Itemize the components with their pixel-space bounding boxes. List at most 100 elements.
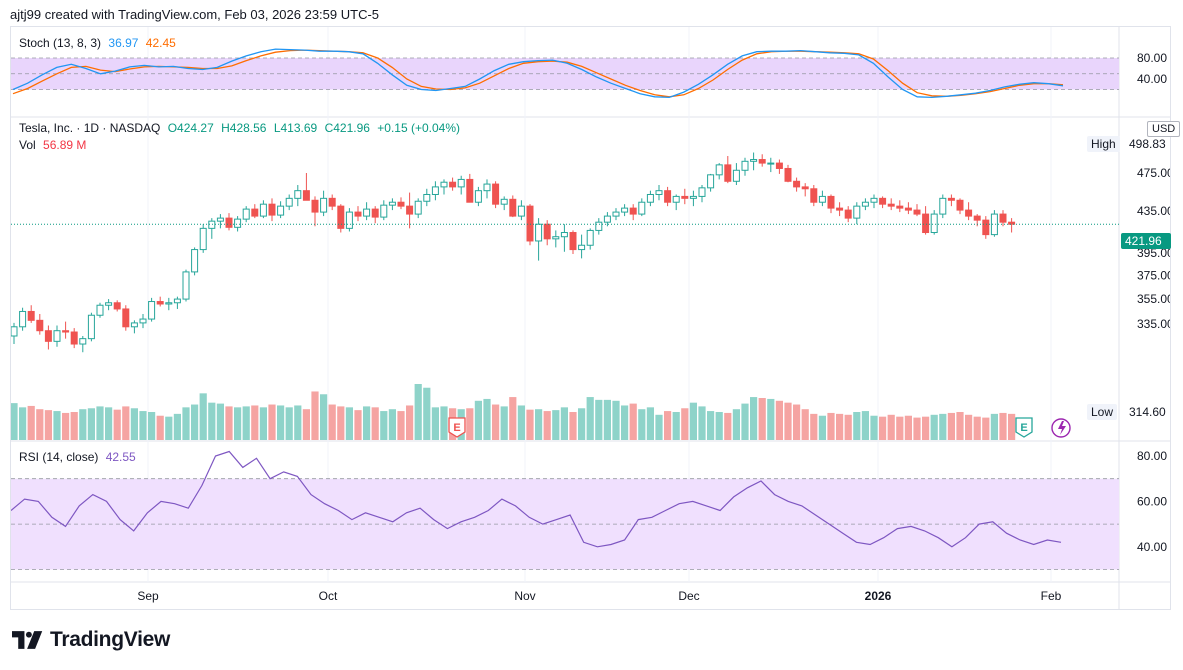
chart-canvas[interactable]: 80.00 40.00 475.00 435.00 395.00 375.00 355.00… (10, 27, 1174, 609)
candle-body (165, 302, 173, 305)
candle-body (750, 159, 758, 162)
candle-body (380, 204, 388, 218)
volume-bar (810, 413, 818, 440)
volume-bar (130, 408, 138, 440)
rsi-legend[interactable]: RSI (14, close) 42.55 (19, 450, 140, 464)
candle-body (251, 208, 259, 217)
candle-body (259, 203, 267, 217)
volume-bar (251, 405, 259, 440)
volume-bar (397, 411, 405, 440)
candle-body (225, 217, 233, 228)
candle-body (53, 330, 61, 342)
candle-body (904, 207, 912, 211)
candle-body (208, 220, 216, 229)
volume-bar (431, 407, 439, 440)
candle-body (775, 162, 783, 169)
volume-bar (750, 397, 758, 440)
earnings-marker-q4-letter: E (1020, 422, 1027, 434)
candle-body (526, 205, 534, 242)
rsi-value: 42.55 (105, 450, 136, 464)
price-axis-tick: 395.00 (1137, 246, 1170, 260)
author-line: ajtj99 created with TradingView.com, Feb… (10, 7, 380, 22)
volume-bar (853, 412, 861, 440)
candle-body (509, 198, 517, 217)
candle-body (698, 187, 706, 197)
volume-bar (595, 399, 603, 440)
candle-body (182, 271, 190, 300)
candle-body (285, 197, 293, 207)
stoch-axis-tick: 40.00 (1137, 72, 1167, 86)
candle-body (646, 193, 654, 203)
volume-bar (879, 416, 887, 440)
volume-bar (216, 403, 224, 440)
candle-body (105, 302, 113, 306)
volume-bar (956, 412, 964, 440)
volume-bar (818, 415, 826, 440)
volume-bar (302, 409, 310, 440)
volume-bar (234, 407, 242, 440)
volume-bar (535, 409, 543, 440)
price-axis-tick: 375.00 (1137, 268, 1170, 282)
rsi-label: RSI (14, close) (19, 450, 99, 464)
price-axis[interactable]: 80.00 40.00 475.00 435.00 395.00 375.00 355.00… (1137, 51, 1174, 554)
candle-body (896, 205, 904, 209)
rsi-pane[interactable] (10, 450, 1119, 570)
currency-button[interactable]: USD (1147, 121, 1181, 137)
price-candles[interactable] (10, 152, 1119, 353)
volume-bar (896, 416, 904, 440)
volume-bar (483, 398, 491, 440)
stoch-k-value: 36.97 (108, 36, 139, 50)
volume-bar (638, 409, 646, 440)
stoch-pane[interactable] (11, 48, 1119, 99)
volume-bar (784, 402, 792, 440)
volume-bar (474, 400, 482, 440)
earnings-marker-q3: E (448, 417, 466, 438)
candle-body (603, 215, 611, 223)
candle-body (122, 308, 130, 328)
stoch-axis-tick: 80.00 (1137, 51, 1167, 65)
candle-body (922, 213, 930, 234)
volume-bar (552, 410, 560, 440)
time-axis-label: 2026 (865, 589, 892, 603)
volume-bar (36, 409, 44, 440)
tradingview-brand[interactable]: TradingView (12, 628, 170, 652)
candle-body (956, 199, 964, 211)
candle-body (586, 229, 594, 246)
candle-body (328, 197, 336, 207)
candle-body (784, 167, 792, 182)
candle-body (982, 219, 990, 236)
stoch-legend[interactable]: Stoch (13, 8, 3) 36.97 42.45 (19, 36, 180, 50)
volume-bar (285, 407, 293, 440)
symbol-legend[interactable]: Tesla, Inc. · 1D · NASDAQ O424.27 H428.5… (19, 121, 464, 135)
candle-body (621, 207, 629, 213)
price-change: +0.15 (+0.04%) (377, 121, 461, 135)
candle-body (947, 197, 955, 201)
rsi-line (10, 450, 1062, 548)
candle-body (973, 215, 981, 221)
time-axis[interactable]: Sep Oct Nov Dec 2026 Feb (137, 589, 1061, 603)
volume-bars (10, 384, 1016, 440)
chart-frame[interactable]: 80.00 40.00 475.00 435.00 395.00 375.00 355.00… (10, 26, 1181, 610)
volume-bar (139, 411, 147, 440)
stoch-label: Stoch (13, 8, 3) (19, 36, 102, 50)
candle-body (827, 195, 835, 209)
volume-bar (973, 416, 981, 440)
volume-bar (775, 400, 783, 440)
volume-bar (586, 397, 594, 440)
candle-body (930, 213, 938, 234)
volume-bar (664, 411, 672, 440)
time-axis-label: Nov (514, 589, 535, 603)
candle-body (887, 203, 895, 207)
volume-legend[interactable]: Vol 56.89 M (19, 138, 90, 152)
volume-bar (148, 412, 156, 440)
candle-body (715, 164, 723, 176)
candle-body (664, 190, 672, 203)
volume-bar (440, 406, 448, 440)
volume-bar (173, 413, 181, 440)
earnings-marker-q3-shape (448, 417, 466, 438)
volume-bar (999, 412, 1007, 440)
volume-bar (990, 413, 998, 440)
candle-body (371, 208, 379, 218)
volume-bar (320, 394, 328, 440)
